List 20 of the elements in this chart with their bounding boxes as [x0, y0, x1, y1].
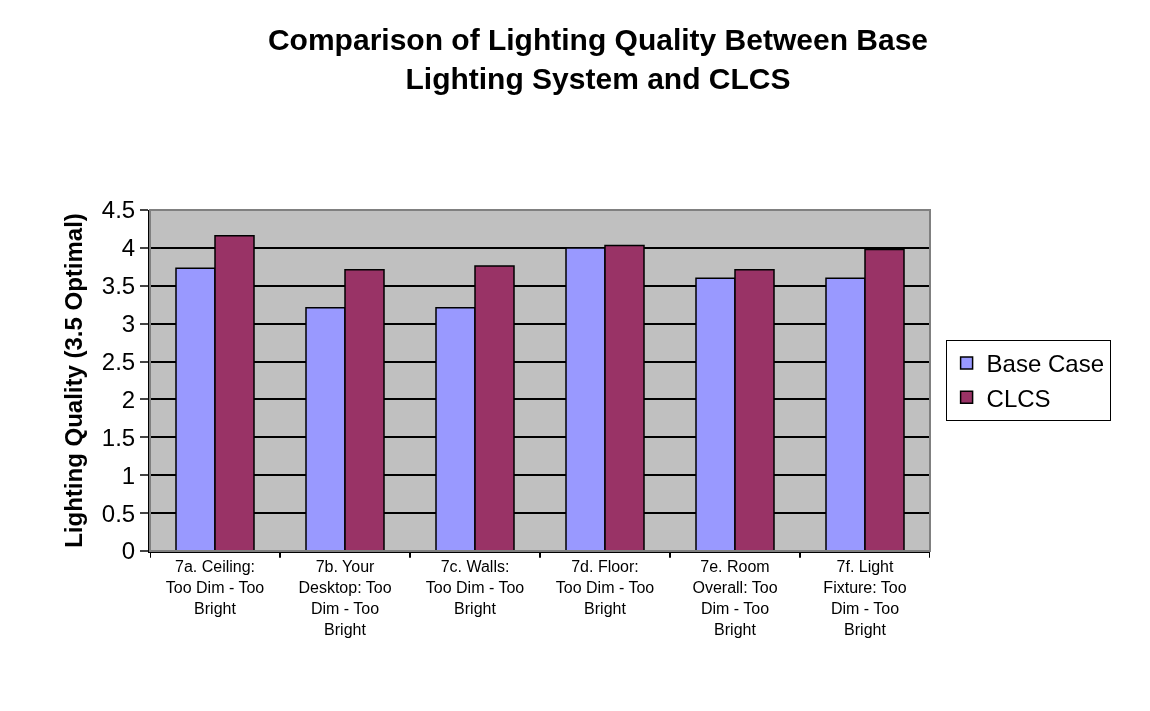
y-axis-title: Lighting Quality (3.5 Optimal) — [60, 213, 88, 548]
x-tick-label: 7d. Floor: Too Dim - Too Bright — [555, 558, 655, 617]
y-tick-label: 1 — [121, 461, 136, 489]
x-tick-label: 7e. Room Overall: Too Dim - Too Bright — [692, 558, 778, 638]
y-tick-label: 3.5 — [101, 272, 136, 300]
x-tick-label: 7f. Light Fixture: Too Dim - Too Bright — [823, 558, 907, 638]
legend-label: CLCS — [986, 384, 1051, 412]
y-tick-label: 2 — [121, 385, 136, 413]
x-tick-label: 7b. Your Desktop: Too Dim - Too Bright — [298, 558, 392, 638]
y-tick-label: 0 — [121, 537, 136, 565]
y-tick-label: 4 — [121, 234, 136, 262]
y-tick-label: 2.5 — [101, 347, 136, 375]
chart-title: Comparison of Lighting Quality Between Base Lighting System and CLCS — [267, 22, 929, 95]
x-tick-label: 7a. Ceiling: Too Dim - Too Bright — [165, 558, 265, 617]
x-tick-label: 7c. Walls: Too Dim - Too Bright — [425, 558, 525, 617]
y-tick-label: 3 — [121, 310, 136, 338]
legend-label: Base Case — [986, 350, 1105, 378]
y-tick-label: 1.5 — [101, 423, 136, 451]
y-tick-label: 0.5 — [101, 499, 136, 527]
y-tick-label: 4.5 — [101, 196, 136, 224]
